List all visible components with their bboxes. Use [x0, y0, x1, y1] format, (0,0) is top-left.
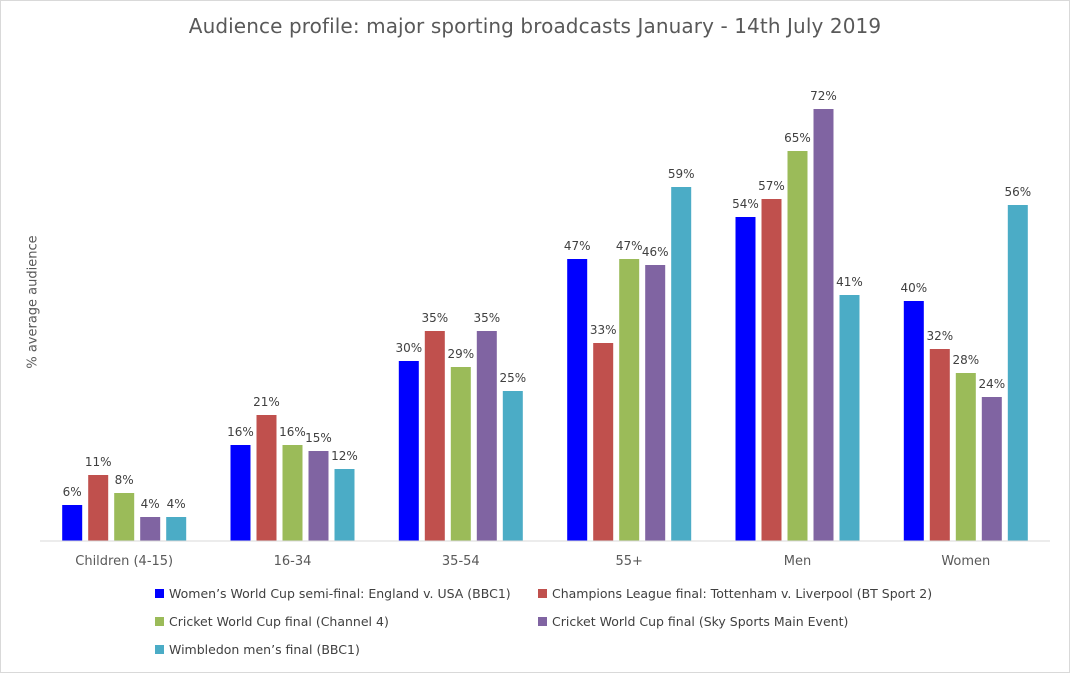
bar	[787, 151, 808, 541]
bar	[619, 259, 640, 541]
data-label: 15%	[305, 431, 332, 445]
x-tick-label: Women	[941, 554, 990, 569]
bar	[114, 493, 135, 541]
x-tick-label: 35-54	[442, 554, 480, 569]
bar	[1007, 205, 1028, 541]
data-label: 35%	[421, 311, 448, 325]
data-label: 35%	[473, 311, 500, 325]
x-tick-label: Children (4-15)	[75, 554, 173, 569]
x-tick-label: Men	[784, 554, 811, 569]
bar	[735, 217, 756, 541]
legend-label: Wimbledon men’s final (BBC1)	[169, 642, 360, 657]
bar	[903, 301, 924, 541]
legend-swatch	[538, 617, 547, 626]
bar	[761, 199, 782, 541]
bar	[282, 445, 303, 541]
data-label: 8%	[115, 473, 134, 487]
legend-swatch	[155, 589, 164, 598]
legend-label: Cricket World Cup final (Channel 4)	[169, 614, 389, 629]
legend-swatch	[155, 617, 164, 626]
bar	[502, 391, 523, 541]
data-label: 21%	[253, 395, 280, 409]
bar	[813, 109, 834, 541]
bar	[140, 517, 161, 541]
legend-swatch	[155, 645, 164, 654]
legend-item: Cricket World Cup final (Channel 4)	[155, 614, 389, 629]
bar	[476, 331, 497, 541]
x-tick-label: 16-34	[274, 554, 312, 569]
data-label: 47%	[616, 239, 643, 253]
bar	[593, 343, 614, 541]
bar	[256, 415, 277, 541]
legend-item: Champions League final: Tottenham v. Liv…	[538, 586, 932, 601]
data-label: 57%	[758, 179, 785, 193]
data-label: 32%	[926, 329, 953, 343]
x-tick-label: 55+	[615, 554, 642, 569]
bar	[308, 451, 329, 541]
data-label: 72%	[810, 89, 837, 103]
bar	[645, 265, 666, 541]
data-label: 46%	[642, 245, 669, 259]
data-label: 30%	[395, 341, 422, 355]
legend-item: Cricket World Cup final (Sky Sports Main…	[538, 614, 848, 629]
bar	[334, 469, 355, 541]
bar	[450, 367, 471, 541]
bar-chart: 6%11%8%4% 4%16%21%16% 15%12%30%35%29%35%25…	[40, 89, 1050, 569]
legend-item: Women’s World Cup semi-final: England v.…	[155, 586, 511, 601]
data-labels-layer: 6%11%8%4% 4%16%21%16% 15%12%30%35%29%35%25…	[63, 89, 1031, 511]
legend-label: Women’s World Cup semi-final: England v.…	[169, 586, 511, 601]
data-label: 11%	[85, 455, 112, 469]
x-tick-labels-layer: Children (4-15) 16-34 35-54 55+ Men Women	[75, 554, 990, 569]
data-label: 24%	[978, 377, 1005, 391]
legend-swatch	[538, 589, 547, 598]
data-label: 12%	[331, 449, 358, 463]
data-label: 65%	[784, 131, 811, 145]
bar	[955, 373, 976, 541]
bar	[166, 517, 187, 541]
data-label: 56%	[1004, 185, 1031, 199]
bar	[839, 295, 860, 541]
bar	[398, 361, 419, 541]
bar	[88, 475, 109, 541]
bar	[671, 187, 692, 541]
bar	[929, 349, 950, 541]
data-label: 25%	[499, 371, 526, 385]
data-label: 40%	[900, 281, 927, 295]
data-label: 47%	[564, 239, 591, 253]
data-label: 16%	[279, 425, 306, 439]
data-label: 29%	[447, 347, 474, 361]
legend-item: Wimbledon men’s final (BBC1)	[155, 642, 360, 657]
bar	[981, 397, 1002, 541]
bar	[230, 445, 251, 541]
data-label: 16%	[227, 425, 254, 439]
data-label: 41%	[836, 275, 863, 289]
data-label: 4%	[167, 497, 186, 511]
bar	[424, 331, 445, 541]
bars-layer	[62, 109, 1028, 541]
data-label: 54%	[732, 197, 759, 211]
bar	[62, 505, 83, 541]
chart-title: Audience profile: major sporting broadca…	[188, 14, 882, 38]
data-label: 4%	[141, 497, 160, 511]
data-label: 28%	[952, 353, 979, 367]
legend-label: Champions League final: Tottenham v. Liv…	[552, 586, 933, 601]
legend-label: Cricket World Cup final (Sky Sports Main…	[552, 614, 849, 629]
data-label: 59%	[668, 167, 695, 181]
data-label: 6%	[63, 485, 82, 499]
data-label: 33%	[590, 323, 617, 337]
bar	[567, 259, 588, 541]
